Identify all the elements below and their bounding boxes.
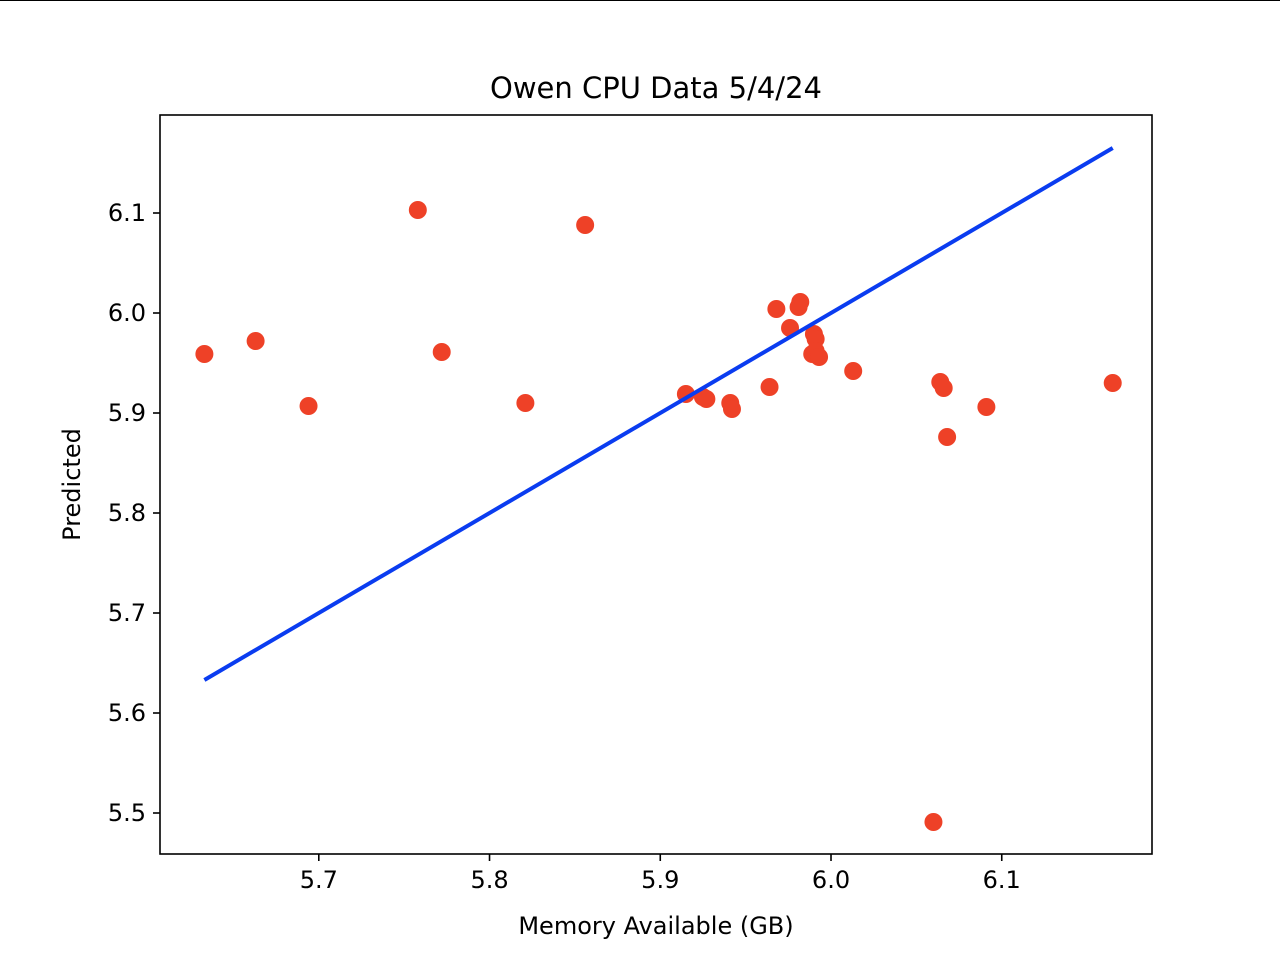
x-axis-ticks: 5.7 5.8 5.9 6.0 6.1: [300, 854, 1021, 894]
plot-frame: [159, 114, 1153, 855]
x-tick-label: 5.9: [641, 866, 679, 894]
data-point: [938, 428, 957, 446]
data-point: [844, 362, 863, 380]
x-tick-label: 6.1: [983, 866, 1021, 894]
y-tick-label: 5.9: [108, 399, 146, 427]
data-point: [195, 345, 214, 363]
y-tick-label: 5.8: [108, 499, 146, 527]
data-point: [408, 201, 427, 219]
data-point: [934, 379, 953, 397]
data-point: [810, 348, 829, 366]
data-point: [767, 300, 786, 318]
data-point: [1103, 374, 1122, 392]
data-point: [516, 394, 535, 412]
data-point: [791, 293, 810, 311]
data-point: [977, 398, 996, 416]
chart-title: Owen CPU Data 5/4/24: [490, 71, 822, 105]
data-point: [432, 343, 451, 361]
x-tick-label: 5.7: [300, 866, 338, 894]
x-tick-label: 5.8: [470, 866, 508, 894]
y-tick-label: 5.7: [108, 599, 146, 627]
y-tick-label: 6.0: [108, 299, 146, 327]
data-point: [722, 400, 741, 418]
x-axis-label: Memory Available (GB): [518, 912, 793, 940]
data-point: [246, 332, 265, 350]
y-tick-label: 6.1: [108, 199, 146, 227]
data-point: [299, 397, 318, 415]
data-point: [697, 390, 716, 408]
y-tick-label: 5.6: [108, 699, 146, 727]
y-axis-label: Predicted: [58, 428, 86, 541]
data-point: [760, 378, 779, 396]
data-point: [924, 813, 943, 831]
top-border-line: [0, 0, 1280, 1]
x-tick-label: 6.0: [812, 866, 850, 894]
y-axis-ticks: 5.5 5.6 5.7 5.8 5.9 6.0 6.1: [108, 199, 160, 827]
identity-line: [203, 146, 1114, 682]
plot-marks: [195, 146, 1122, 831]
y-tick-label: 5.5: [108, 799, 146, 827]
data-point: [576, 216, 595, 234]
